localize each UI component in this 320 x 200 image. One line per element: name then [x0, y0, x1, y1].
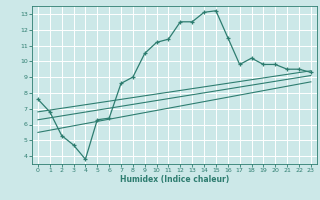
X-axis label: Humidex (Indice chaleur): Humidex (Indice chaleur) [120, 175, 229, 184]
